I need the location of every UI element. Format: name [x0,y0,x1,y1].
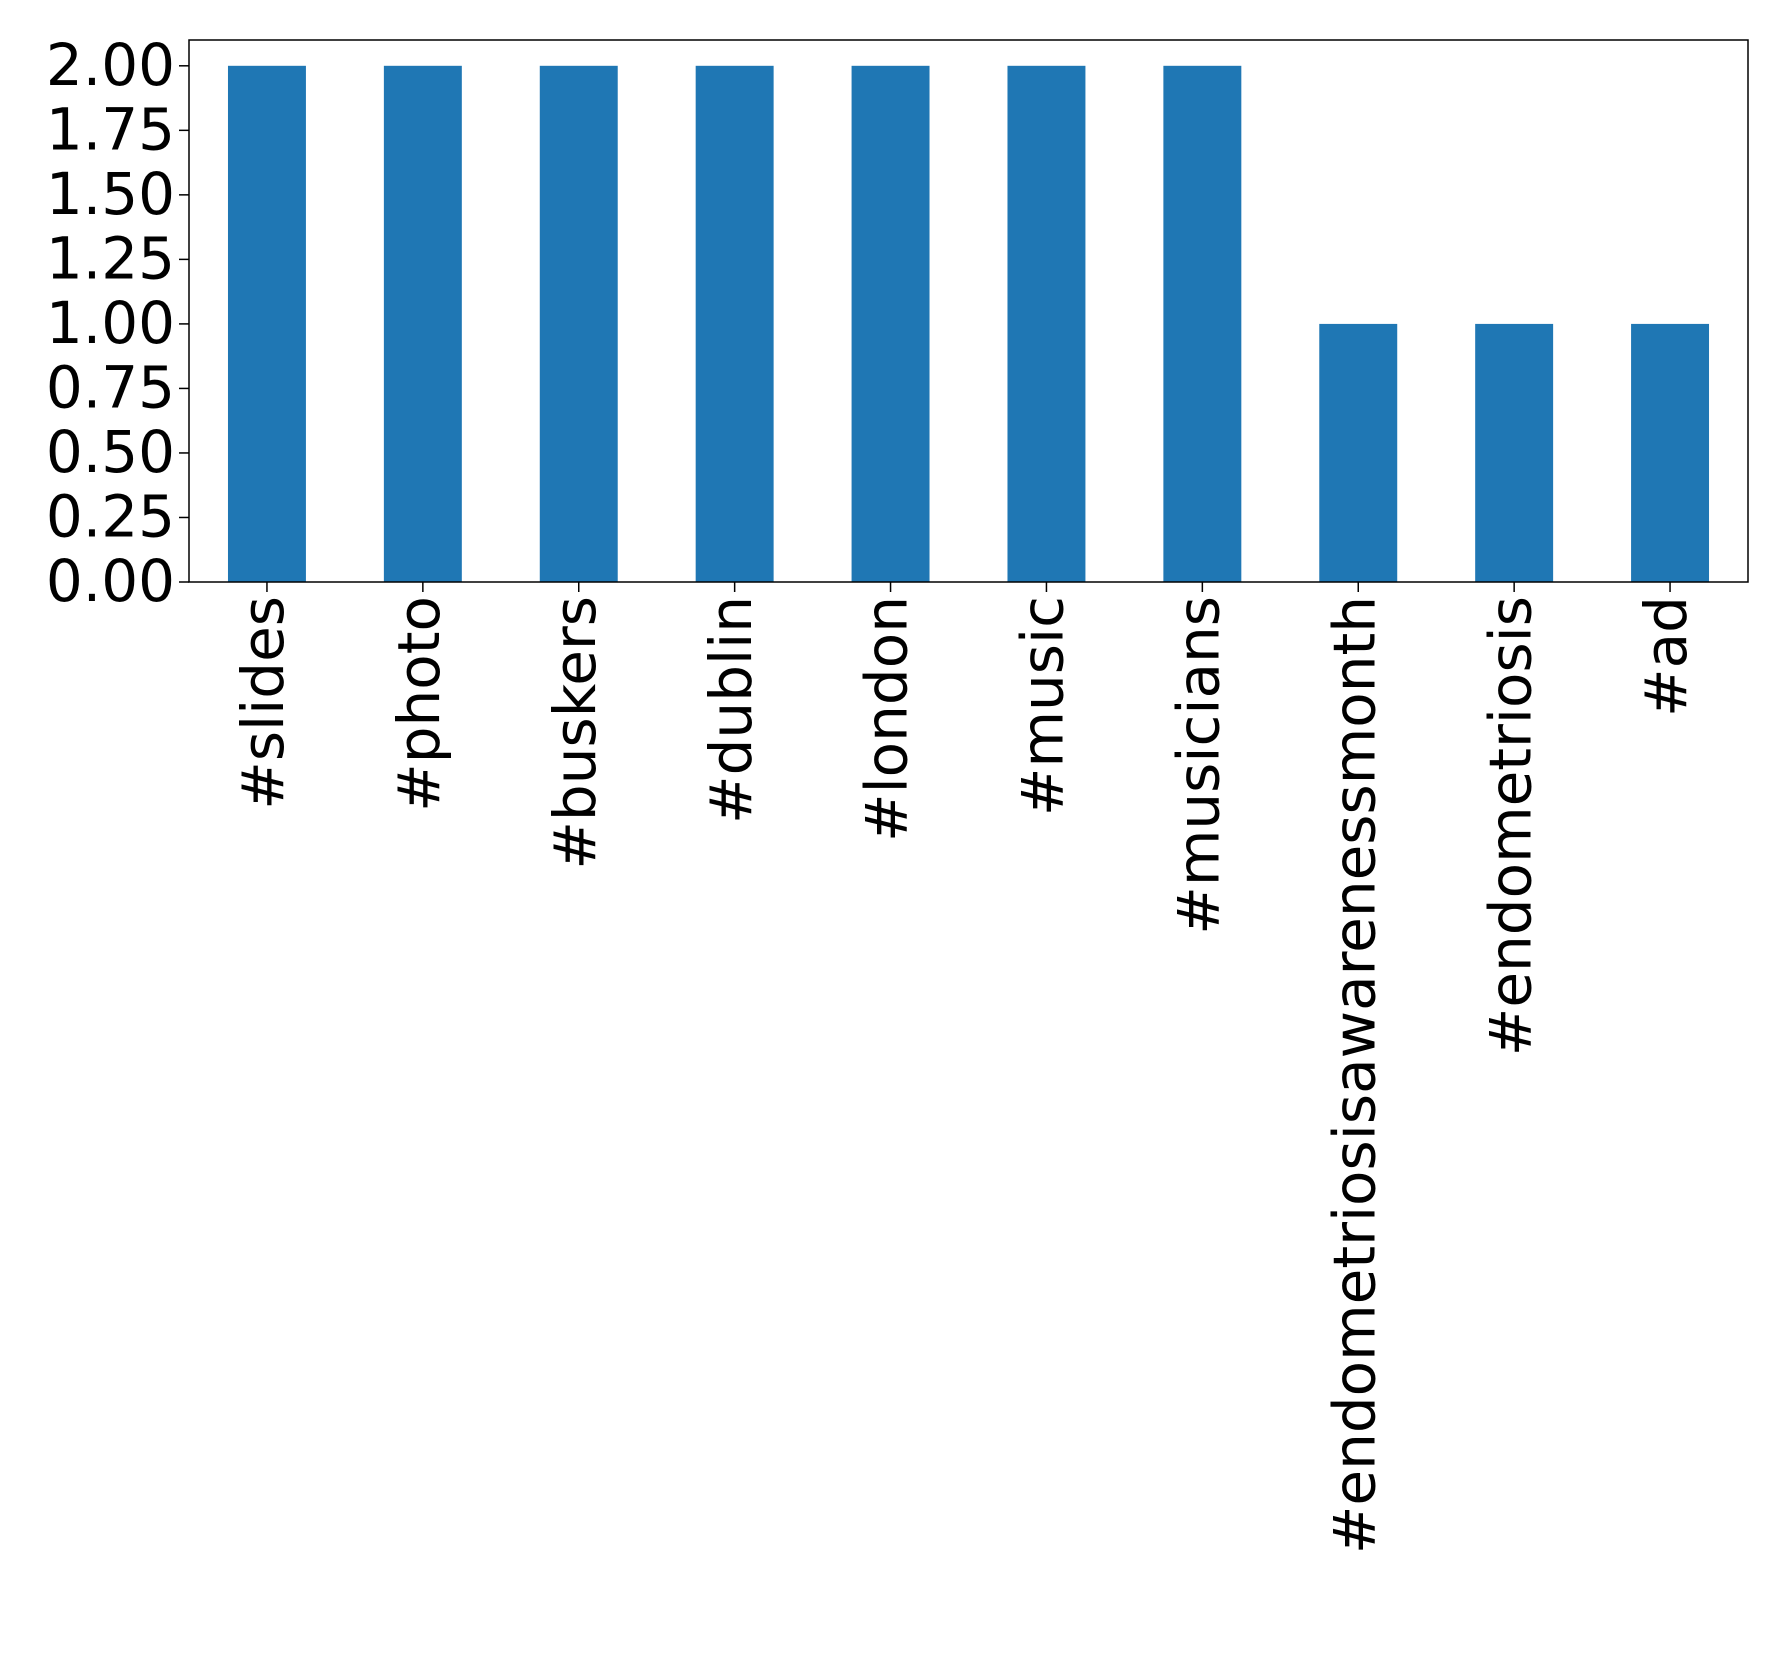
x-tick-label: #dublin [697,596,765,824]
y-tick-label: 2.00 [46,31,175,99]
y-tick-label: 1.00 [46,289,175,357]
bar [383,65,462,583]
bar [1319,323,1398,582]
x-tick-label: #endometriosisawarenessmonth [1320,596,1388,1554]
y-tick-label: 1.50 [46,160,175,228]
plot-frame [188,39,1749,583]
y-tick-label: 0.00 [46,547,175,615]
x-tick-label: #ad [1632,596,1700,717]
bar [695,65,774,583]
bar [1007,65,1086,583]
y-tick-label: 0.50 [46,418,175,486]
x-tick-label: #musicians [1164,596,1232,935]
bar [227,65,306,583]
x-tick-label: #photo [385,596,453,812]
y-tick-label: 1.25 [46,224,175,292]
x-tick-label: #london [853,596,921,842]
y-tick-label: 0.75 [46,354,175,422]
x-tick-label: #slides [229,596,297,810]
bar [851,65,930,583]
bar [1163,65,1242,583]
bar [539,65,618,583]
y-tick-label: 1.75 [46,95,175,163]
x-tick-label: #music [1009,596,1077,816]
y-tick-label: 0.25 [46,483,175,551]
x-tick-label: #endometriosis [1476,596,1544,1056]
x-tick-label: #buskers [541,596,609,870]
bar [1631,323,1710,582]
bar [1475,323,1554,582]
